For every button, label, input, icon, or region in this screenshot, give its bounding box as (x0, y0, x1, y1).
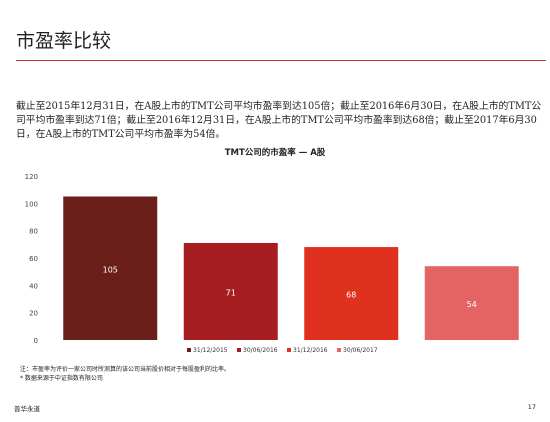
body-paragraph: 截止至2015年12月31日，在A股上市的TMT公司平均市盈率到达105倍；截止… (16, 101, 542, 140)
footnote-source: * 数据来源于中证指数有限公司 (20, 375, 103, 382)
legend-label: 30/06/2017 (343, 347, 378, 354)
bar (63, 196, 158, 340)
legend-label: 31/12/2015 (193, 347, 228, 354)
legend-swatch (237, 348, 241, 352)
page-number: 17 (527, 403, 536, 411)
y-tick-label: 80 (29, 228, 38, 236)
y-tick-label: 60 (29, 255, 38, 263)
y-tick-label: 120 (25, 173, 38, 181)
top-rule (0, 0, 550, 2)
y-tick-label: 40 (29, 282, 38, 290)
bar (304, 247, 399, 340)
y-tick-label: 20 (29, 310, 38, 318)
bar-value-label: 54 (467, 300, 477, 309)
footer-brand: 普华永道 (14, 405, 40, 413)
legend-swatch (287, 348, 291, 352)
legend-swatch (337, 348, 341, 352)
bar-value-label: 68 (346, 291, 356, 300)
footnotes: 注：市盈率为评价一家公司时所测算的该公司当前股价相对于每股盈利的比率。 * 数据… (20, 365, 230, 383)
legend-swatch (187, 348, 191, 352)
footnote-definition: 注：市盈率为评价一家公司时所测算的该公司当前股价相对于每股盈利的比率。 (20, 366, 231, 373)
y-tick-label: 0 (34, 337, 38, 345)
page-title: 市盈率比较 (16, 30, 112, 52)
bar (183, 242, 278, 340)
bar-chart: 0 20 40 60 80 100 120 105 71 68 54 31/12/2015 30/06/… (25, 173, 519, 354)
bar-value-label: 71 (226, 288, 236, 297)
legend-label: 31/12/2016 (293, 347, 328, 354)
title-divider (16, 60, 546, 61)
bar (424, 266, 519, 340)
chart-title: TMT公司的市盈率 — A股 (224, 148, 326, 158)
y-tick-label: 100 (25, 200, 38, 208)
legend-label: 30/06/2016 (243, 347, 278, 354)
bar-value-label: 105 (103, 265, 118, 274)
